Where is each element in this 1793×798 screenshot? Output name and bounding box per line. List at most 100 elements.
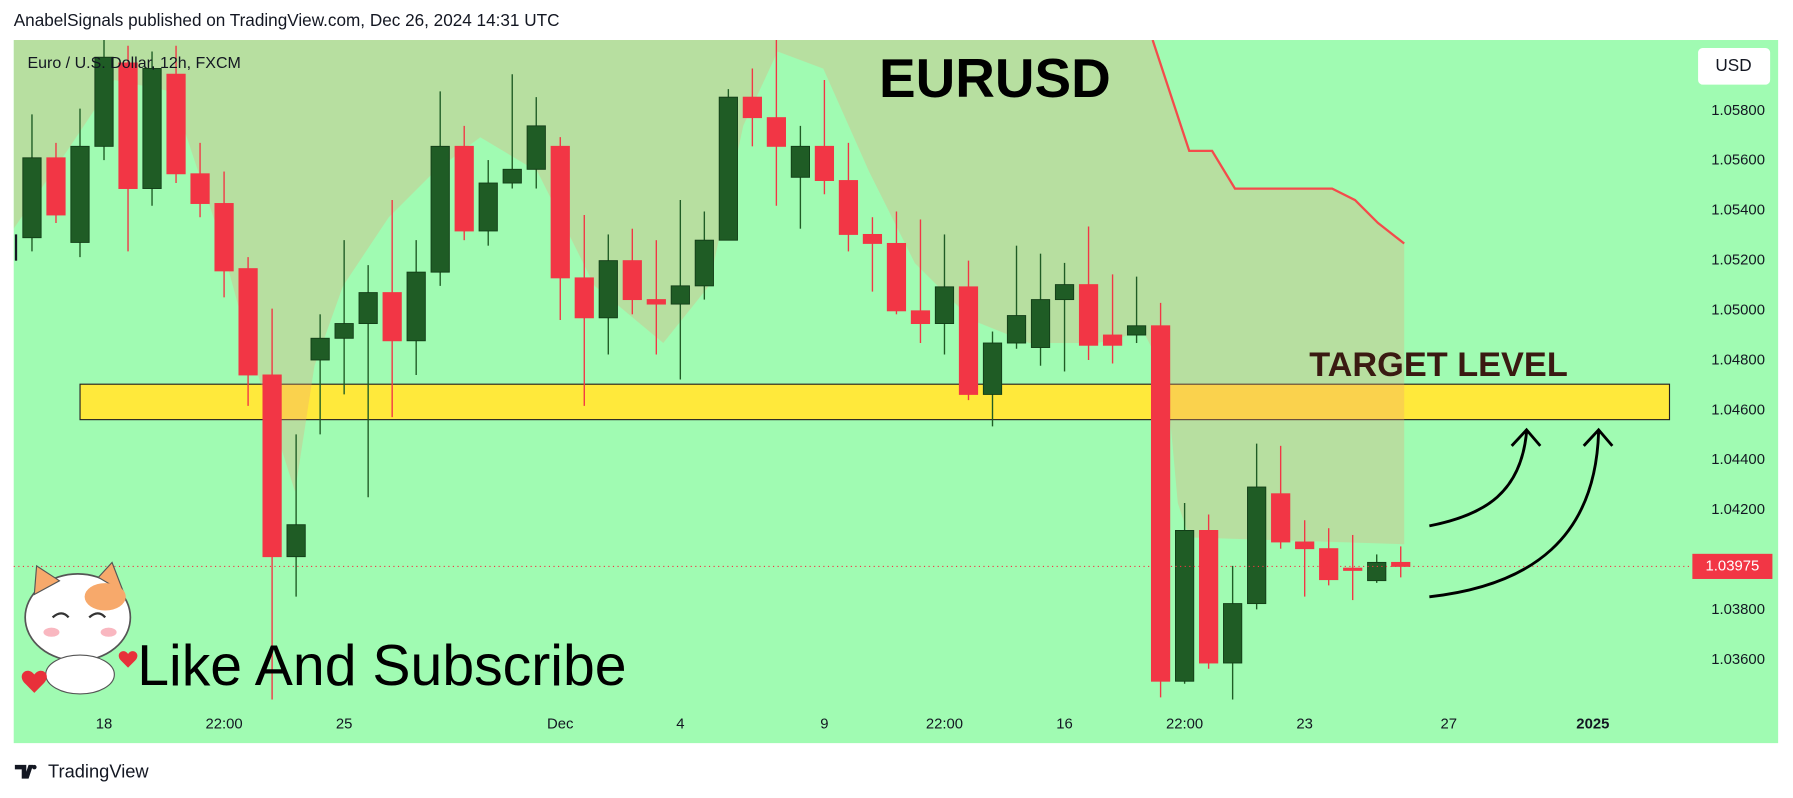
subscribe-annotation: Like And Subscribe xyxy=(137,634,626,698)
candle-body xyxy=(1391,561,1411,567)
candle-body xyxy=(982,342,1003,395)
candle-body xyxy=(1319,548,1339,581)
candle-body xyxy=(334,323,354,339)
candle-body xyxy=(1006,315,1027,344)
candle-body xyxy=(958,286,979,395)
tradingview-logo xyxy=(14,764,37,779)
target-zone-layer xyxy=(79,383,1671,421)
x-tick-label: 4 xyxy=(676,717,684,733)
candle-body xyxy=(430,145,450,273)
candle-body xyxy=(622,260,642,301)
axes: 1.036001.038001.040001.042001.044001.046… xyxy=(13,103,1773,733)
candle-body xyxy=(814,145,835,181)
x-tick-label: Dec xyxy=(547,717,574,733)
candle-body xyxy=(46,157,66,216)
target-label: TARGET LEVEL xyxy=(1309,346,1568,384)
chart-title: EURUSD xyxy=(879,47,1111,109)
candle-body xyxy=(1271,493,1291,543)
candle-body xyxy=(934,286,955,325)
x-tick-label: 22:00 xyxy=(1166,717,1203,733)
candle-body xyxy=(646,299,666,305)
candle-body xyxy=(1343,567,1363,571)
cloud-area xyxy=(13,40,1405,545)
publish-header: AnabelSignals published on TradingView.c… xyxy=(14,10,560,30)
candle-body xyxy=(838,180,859,235)
x-tick-label: 27 xyxy=(1440,717,1457,733)
y-tick-label: 1.05400 xyxy=(1711,203,1765,219)
candle-body xyxy=(598,260,618,319)
x-tick-label: 2025 xyxy=(1576,717,1609,733)
candle-body xyxy=(406,271,426,342)
y-tick-label: 1.03800 xyxy=(1711,602,1765,618)
x-tick-label: 25 xyxy=(336,717,353,733)
candle-body xyxy=(1367,561,1387,582)
candle-body xyxy=(286,524,306,558)
candle-body xyxy=(766,117,786,147)
candle-body xyxy=(1150,325,1171,682)
candle-body xyxy=(886,242,907,312)
y-tick-label: 1.05600 xyxy=(1711,153,1765,169)
candle-body xyxy=(1030,299,1051,348)
candle-body xyxy=(262,374,282,558)
candle-body xyxy=(190,173,210,204)
x-tick-label: 23 xyxy=(1296,717,1313,733)
candle-body xyxy=(70,145,90,243)
candle-body xyxy=(1223,603,1243,664)
candle-body xyxy=(22,157,42,239)
candle-body xyxy=(382,292,402,342)
candle-body xyxy=(694,239,714,287)
candle-body xyxy=(166,73,186,175)
candle-body xyxy=(550,145,570,279)
candle-body xyxy=(94,56,114,147)
candle-body xyxy=(574,277,594,319)
currency-box xyxy=(1698,48,1771,85)
candle-body xyxy=(862,233,883,244)
x-tick-label: 22:00 xyxy=(205,717,242,733)
candle-body xyxy=(310,337,330,361)
y-tick-label: 1.04400 xyxy=(1711,452,1765,468)
x-tick-label: 9 xyxy=(820,717,828,733)
candle-body xyxy=(1175,530,1195,682)
arrow xyxy=(1429,427,1614,599)
candle-body xyxy=(478,182,498,232)
x-tick-label: 16 xyxy=(1056,717,1073,733)
candle-body xyxy=(1247,486,1267,605)
candle-body xyxy=(502,168,522,184)
candle-body xyxy=(1078,284,1099,346)
cat-sticker xyxy=(21,561,138,695)
candle-body xyxy=(718,96,738,241)
candle-body xyxy=(454,145,474,232)
candle-body xyxy=(670,285,690,305)
symbol-legend: Euro / U.S. Dollar, 12h, FXCM xyxy=(27,55,240,72)
indicator-line xyxy=(1151,40,1405,245)
candle-body xyxy=(1199,530,1219,664)
candle-body xyxy=(1126,325,1147,336)
y-tick-label: 1.03600 xyxy=(1711,652,1765,668)
y-tick-label: 1.04600 xyxy=(1711,402,1765,418)
cloud-layer xyxy=(13,40,1405,545)
arrow xyxy=(1429,427,1542,528)
candle-body xyxy=(214,203,234,272)
target-zone xyxy=(79,383,1671,421)
y-tick-label: 1.05800 xyxy=(1711,103,1765,119)
candle-body xyxy=(1102,334,1123,346)
x-tick-label: 18 xyxy=(96,717,113,733)
candle-body xyxy=(910,310,931,325)
candle-body xyxy=(238,268,258,376)
candle-body xyxy=(1295,541,1315,550)
last-price-label: 1.03975 xyxy=(1706,558,1760,574)
candle-body xyxy=(142,68,162,189)
last-price-box xyxy=(1692,553,1773,579)
currency-label: USD xyxy=(1715,55,1751,75)
y-tick-label: 1.05200 xyxy=(1711,253,1765,269)
y-tick-label: 1.05000 xyxy=(1711,302,1765,318)
y-tick-label: 1.04800 xyxy=(1711,352,1765,368)
candle-body xyxy=(358,292,378,325)
candle-body xyxy=(1054,284,1075,301)
candle-body xyxy=(790,145,811,178)
y-tick-label: 1.04200 xyxy=(1711,502,1765,518)
candles xyxy=(22,40,1411,700)
footer-brand: TradingView xyxy=(48,761,149,782)
